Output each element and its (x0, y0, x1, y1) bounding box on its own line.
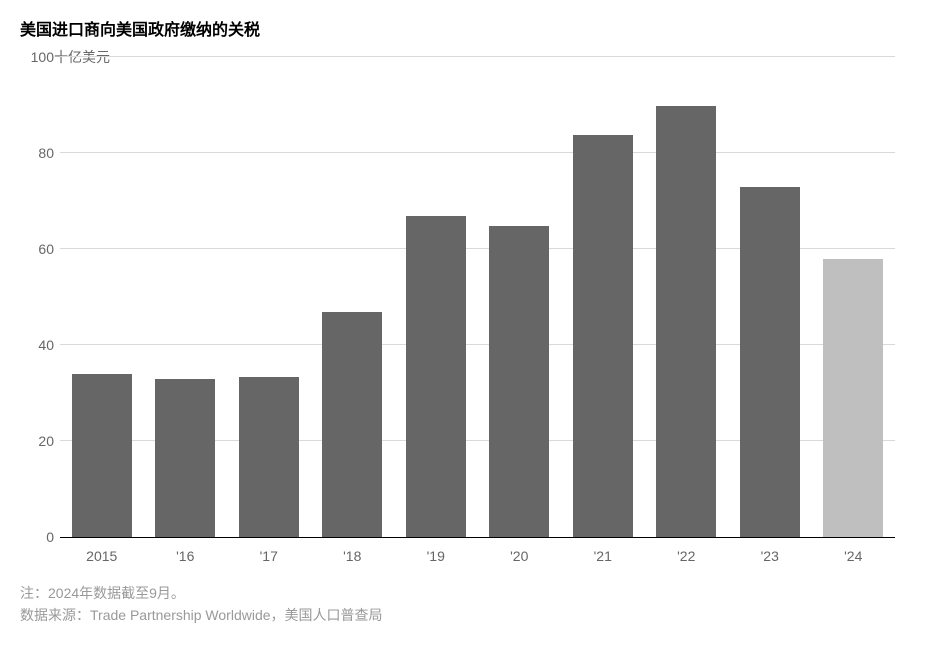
x-tick-label: '22 (645, 548, 729, 564)
bar-slot (812, 58, 896, 537)
bar-slot (144, 58, 228, 537)
x-tick-label: '18 (311, 548, 395, 564)
bar (322, 312, 382, 537)
chart-title: 美国进口商向美国政府缴纳的关税 (20, 16, 905, 40)
x-tick-label: '21 (561, 548, 645, 564)
bar (155, 379, 215, 537)
x-tick-label: '24 (812, 548, 896, 564)
chart-notes: 注：2024年数据截至9月。 数据来源：Trade Partnership Wo… (20, 582, 905, 627)
y-tick-label: 100 (20, 49, 54, 65)
bar-slot (645, 58, 729, 537)
x-tick-label: '20 (478, 548, 562, 564)
x-tick-label: 2015 (60, 548, 144, 564)
bar (823, 259, 883, 537)
x-tick-label: '17 (227, 548, 311, 564)
bar-slot (478, 58, 562, 537)
bar-slot (394, 58, 478, 537)
plot-area: 十亿美元 020406080100 (60, 58, 895, 538)
bar (406, 216, 466, 537)
y-tick-label: 80 (20, 145, 54, 161)
x-axis-labels: 2015'16'17'18'19'20'21'22'23'24 (60, 548, 895, 564)
x-tick-label: '23 (728, 548, 812, 564)
note-line-2: 数据来源：Trade Partnership Worldwide，美国人口普查局 (20, 604, 905, 626)
bars-group (60, 58, 895, 537)
bar-slot (227, 58, 311, 537)
x-tick-label: '19 (394, 548, 478, 564)
y-tick-label: 20 (20, 433, 54, 449)
y-tick-label: 40 (20, 337, 54, 353)
bar (573, 135, 633, 537)
bar-slot (561, 58, 645, 537)
bar (72, 374, 132, 537)
bar (489, 226, 549, 537)
bar (740, 187, 800, 537)
bar (239, 377, 299, 537)
chart-container: 十亿美元 020406080100 2015'16'17'18'19'20'21… (60, 58, 895, 564)
y-tick-label: 60 (20, 241, 54, 257)
gridline (60, 56, 895, 57)
x-tick-label: '16 (144, 548, 228, 564)
bar-slot (311, 58, 395, 537)
y-tick-label: 0 (20, 529, 54, 545)
bar (656, 106, 716, 537)
bar-slot (60, 58, 144, 537)
note-line-1: 注：2024年数据截至9月。 (20, 582, 905, 604)
bar-slot (728, 58, 812, 537)
